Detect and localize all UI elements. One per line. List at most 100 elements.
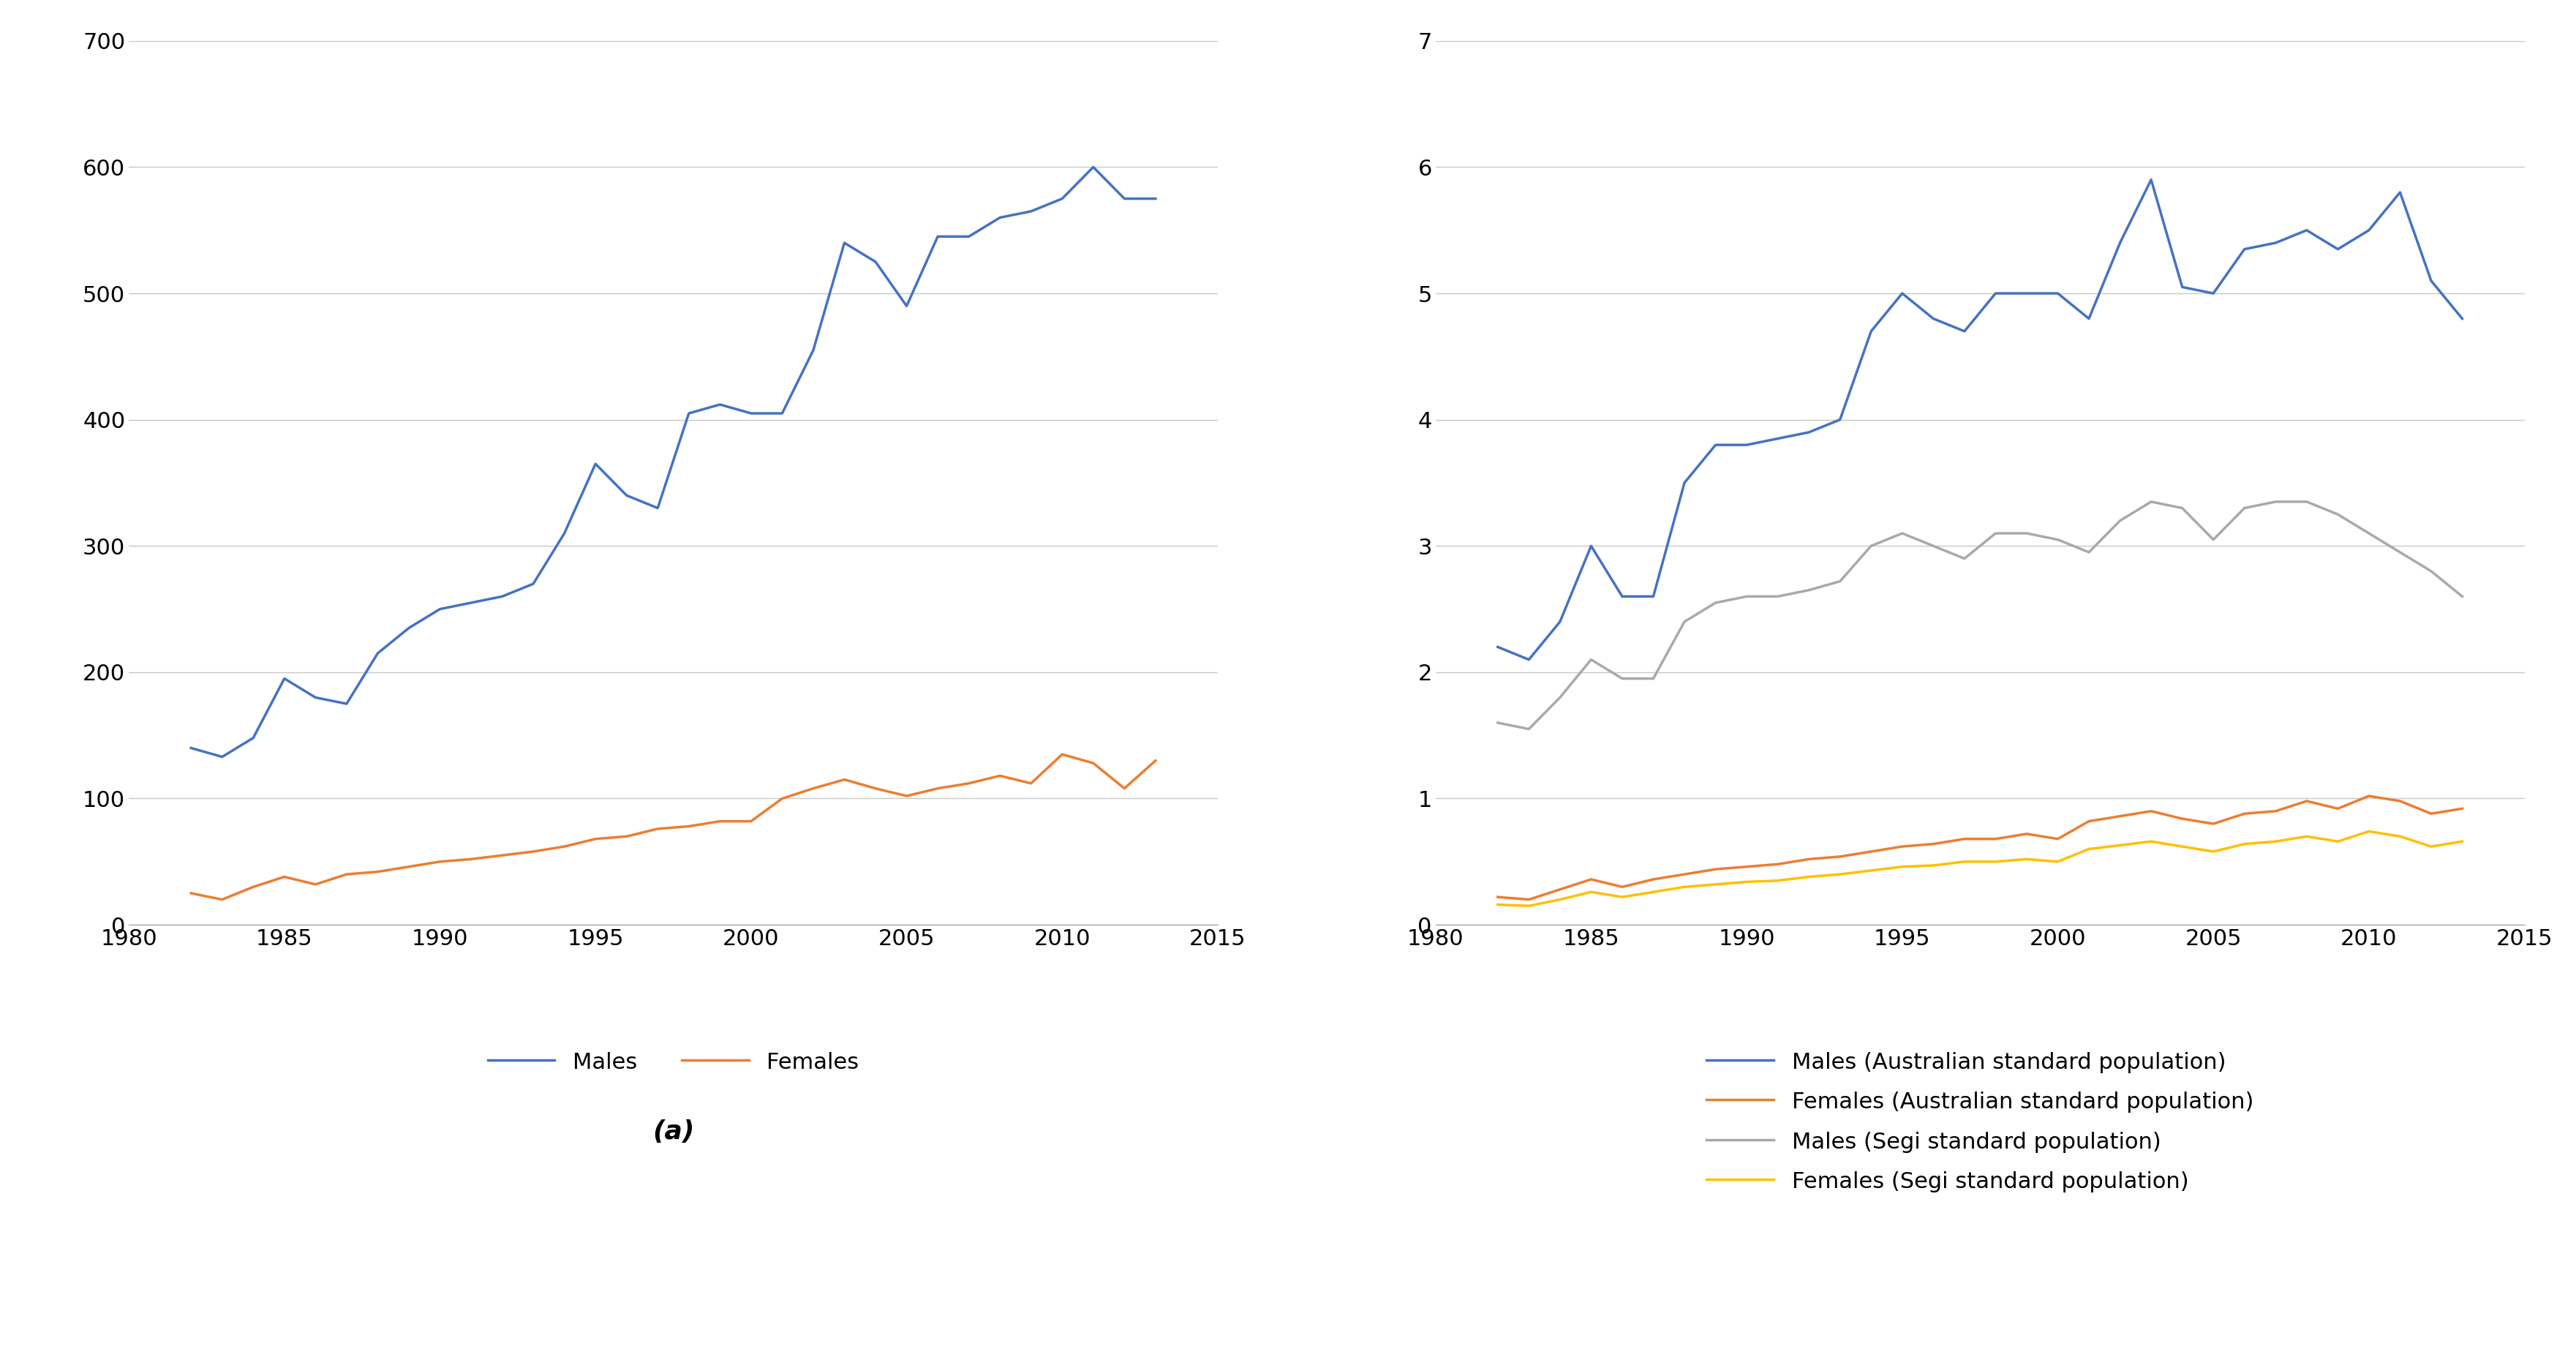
Males (Segi standard population) [1515, 721, 1546, 737]
Males (Segi standard population) [1607, 670, 1638, 687]
Males (Segi standard population) [2136, 494, 2166, 510]
Males (Segi standard population) [2012, 525, 2043, 541]
Males (Segi standard population) [1981, 525, 2012, 541]
Females (Segi standard population) [1824, 866, 1855, 883]
Females (Segi standard population) [2197, 843, 2228, 860]
Females [829, 771, 860, 787]
Females (Segi standard population) [2447, 834, 2478, 850]
Males (Australian standard population) [2447, 310, 2478, 326]
Line: Males (Segi standard population): Males (Segi standard population) [1497, 502, 2463, 729]
Females (Australian standard population) [2197, 816, 2228, 832]
Females (Australian standard population) [1950, 831, 1981, 847]
Males [1108, 190, 1139, 207]
Females [1108, 781, 1139, 797]
Females (Australian standard population) [2385, 793, 2416, 809]
Males (Segi standard population) [2354, 525, 2385, 541]
Males (Segi standard population) [2447, 589, 2478, 605]
Males [672, 405, 703, 422]
Females [237, 879, 268, 895]
Females (Australian standard population) [1886, 838, 1917, 854]
Females [611, 828, 641, 845]
Males (Australian standard population) [1762, 431, 1793, 447]
Females (Australian standard population) [1669, 866, 1700, 883]
Females (Australian standard population) [2228, 805, 2259, 821]
Males (Australian standard population) [1793, 424, 1824, 441]
Males (Segi standard population) [1669, 613, 1700, 630]
Males (Australian standard population) [1546, 613, 1577, 630]
Females (Segi standard population) [2043, 854, 2074, 870]
Text: (a): (a) [652, 1119, 696, 1144]
Females (Australian standard population) [2259, 802, 2290, 819]
Females (Segi standard population) [1886, 858, 1917, 874]
Males (Segi standard population) [2385, 544, 2416, 560]
Males [703, 396, 734, 412]
Legend: Males, Females: Males, Females [487, 1051, 858, 1073]
Females (Segi standard population) [2385, 828, 2416, 845]
Males [456, 594, 487, 611]
Females (Australian standard population) [1700, 861, 1731, 877]
Females [641, 820, 672, 836]
Line: Males: Males [191, 167, 1157, 756]
Females (Segi standard population) [2166, 838, 2197, 854]
Males [425, 601, 456, 617]
Males [829, 235, 860, 252]
Males (Australian standard population) [2354, 222, 2385, 238]
Males [580, 456, 611, 472]
Females [456, 851, 487, 868]
Males (Australian standard population) [2043, 286, 2074, 302]
Females (Segi standard population) [2324, 834, 2354, 850]
Females (Segi standard population) [1638, 884, 1669, 900]
Females (Australian standard population) [1638, 872, 1669, 888]
Females [332, 866, 363, 883]
Males (Segi standard population) [2105, 513, 2136, 529]
Females (Segi standard population) [1762, 873, 1793, 889]
Males [1141, 190, 1172, 207]
Females (Segi standard population) [2012, 851, 2043, 868]
Males (Australian standard population) [1731, 437, 1762, 453]
Females [768, 790, 799, 806]
Males [860, 254, 891, 271]
Males (Segi standard population) [2197, 532, 2228, 548]
Females (Segi standard population) [1481, 896, 1512, 913]
Females [984, 767, 1015, 783]
Females (Australian standard population) [1855, 843, 1886, 860]
Females (Segi standard population) [1669, 879, 1700, 895]
Females (Segi standard population) [2259, 834, 2290, 850]
Females [175, 885, 206, 902]
Males (Segi standard population) [2074, 544, 2105, 560]
Males (Segi standard population) [2416, 563, 2447, 579]
Females [1015, 775, 1046, 792]
Females (Segi standard population) [1700, 876, 1731, 892]
Males (Segi standard population) [2043, 532, 2074, 548]
Females [549, 838, 580, 854]
Females (Australian standard population) [2105, 808, 2136, 824]
Males (Segi standard population) [2259, 494, 2290, 510]
Females (Australian standard population) [1793, 851, 1824, 868]
Females (Australian standard population) [1919, 836, 1950, 853]
Males (Australian standard population) [1981, 286, 2012, 302]
Females (Australian standard population) [2136, 802, 2166, 819]
Males [1046, 190, 1077, 207]
Males (Segi standard population) [2324, 506, 2354, 522]
Males (Australian standard population) [2416, 272, 2447, 288]
Females (Segi standard population) [1919, 857, 1950, 873]
Males (Segi standard population) [1855, 537, 1886, 554]
Females (Australian standard population) [1731, 858, 1762, 874]
Males (Segi standard population) [1577, 651, 1607, 668]
Females [206, 891, 237, 907]
Females (Segi standard population) [1515, 898, 1546, 914]
Males (Australian standard population) [2136, 171, 2166, 188]
Males (Australian standard population) [1515, 651, 1546, 668]
Females (Australian standard population) [1515, 891, 1546, 907]
Females (Australian standard population) [1546, 881, 1577, 898]
Males (Australian standard population) [1886, 286, 1917, 302]
Females (Segi standard population) [1981, 854, 2012, 870]
Males (Australian standard population) [2166, 279, 2197, 295]
Females [580, 831, 611, 847]
Females (Segi standard population) [2136, 834, 2166, 850]
Females (Australian standard population) [2324, 801, 2354, 817]
Males [611, 487, 641, 503]
Males [206, 748, 237, 764]
Males (Australian standard population) [1855, 324, 1886, 340]
Males [299, 690, 330, 706]
